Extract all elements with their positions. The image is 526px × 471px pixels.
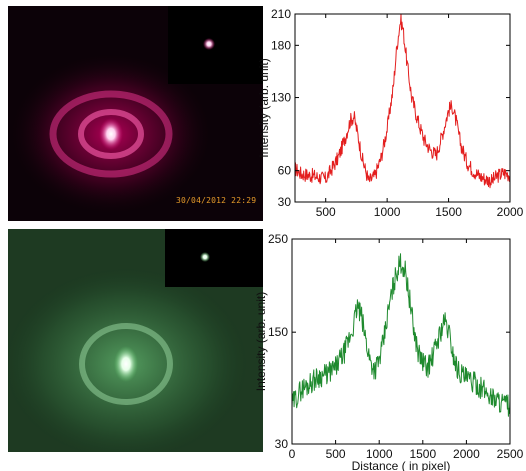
inset-spot [203,38,215,50]
y-tick-label: 180 [271,38,291,52]
central-spot [99,118,123,150]
series-line-0 [295,13,511,189]
x-tick-label: 2500 [497,447,524,461]
y-axis-label: Intensity (arb. unit) [254,292,268,391]
y-tick-label: 210 [271,7,291,21]
series-line-0 [291,253,511,417]
intensity-chart-green: 0 500 1000 1500 2000 2500 30 150 250 Intensity (a… [254,232,524,471]
plot-frame [291,238,511,445]
y-tick-label: 30 [278,195,292,209]
y-tick-label: 60 [278,164,292,178]
x-tick-label: 1500 [409,447,436,461]
diffraction-photo-green [8,229,263,452]
inset-panel [168,6,263,84]
inset-panel [165,229,263,287]
central-spot [114,346,138,382]
plot-frame [294,13,511,203]
diffraction-ring-inner [78,109,144,159]
diffraction-ring-outer [79,323,173,405]
diffraction-ring-outer [49,90,173,178]
x-axis-label: Distance ( in pixel) [352,459,451,471]
diffraction-photo-red [8,6,263,221]
x-tick-label: 1500 [435,205,462,219]
y-tick-label: 250 [268,232,288,246]
photo-timestamp: 30/04/2012 22:29 [176,196,257,205]
y-tick-label: 30 [275,437,289,451]
x-tick-label: 0 [289,447,296,461]
x-tick-label: 1000 [366,447,393,461]
x-tick-label: 500 [316,205,336,219]
x-tick-label: 500 [326,447,346,461]
y-tick-label: 130 [271,91,291,105]
x-tick-label: 2000 [453,447,480,461]
inset-spot [200,252,210,262]
y-axis-label: Intensity (arb. unit) [257,58,271,157]
y-tick-label: 150 [268,325,288,339]
intensity-chart-red: 500 1000 1500 2000 30 60 130 180 210 Intensity (a… [257,7,524,219]
x-tick-label: 2000 [497,205,524,219]
x-tick-label: 1000 [374,205,401,219]
